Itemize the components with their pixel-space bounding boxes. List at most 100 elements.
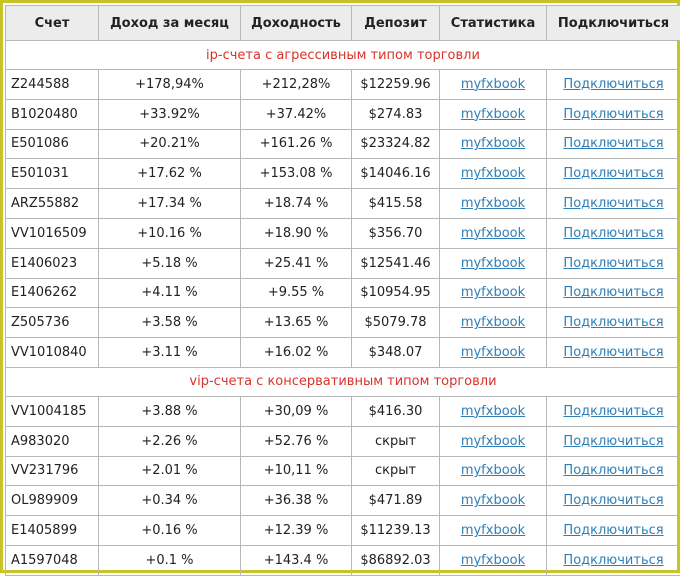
connect-link-cell: Подключиться (547, 486, 680, 516)
account-cell: E501031 (6, 159, 99, 189)
yield-cell: +153.08 % (241, 159, 352, 189)
monthly-income-cell: +178,94% (99, 70, 241, 100)
deposit-cell: скрыт (352, 426, 440, 456)
connect-link[interactable]: Подключиться (563, 196, 663, 211)
header-account: Счет (6, 6, 99, 41)
deposit-cell: $11239.13 (352, 516, 440, 546)
yield-cell: +16.02 % (241, 338, 352, 368)
connect-link-cell: Подключиться (547, 159, 680, 189)
monthly-income-cell: +10.16 % (99, 218, 241, 248)
yield-cell: +18.90 % (241, 218, 352, 248)
connect-link-cell: Подключиться (547, 70, 680, 100)
connect-link[interactable]: Подключиться (563, 77, 663, 92)
myfxbook-link[interactable]: myfxbook (461, 77, 525, 92)
myfxbook-link-cell: myfxbook (440, 248, 547, 278)
deposit-cell: $415.58 (352, 189, 440, 219)
connect-link[interactable]: Подключиться (563, 523, 663, 538)
account-cell: E1406262 (6, 278, 99, 308)
myfxbook-link-cell: myfxbook (440, 159, 547, 189)
account-cell: E501086 (6, 129, 99, 159)
myfxbook-link[interactable]: myfxbook (461, 256, 525, 271)
connect-link-cell: Подключиться (547, 129, 680, 159)
myfxbook-link[interactable]: myfxbook (461, 315, 525, 330)
group-title: ip-счета с агрессивным типом торговли (6, 41, 680, 70)
monthly-income-cell: +20.21% (99, 129, 241, 159)
connect-link-cell: Подключиться (547, 545, 680, 575)
group-title: vip-счета с консервативным типом торговл… (6, 367, 680, 396)
yield-cell: +12.39 % (241, 516, 352, 546)
connect-link[interactable]: Подключиться (563, 493, 663, 508)
myfxbook-link[interactable]: myfxbook (461, 463, 525, 478)
connect-link[interactable]: Подключиться (563, 463, 663, 478)
yield-cell: +13.65 % (241, 308, 352, 338)
myfxbook-link-cell: myfxbook (440, 338, 547, 368)
monthly-income-cell: +0.1 % (99, 545, 241, 575)
table-row: Z505736+3.58 %+13.65 %$5079.78 myfxbook По… (6, 308, 680, 338)
connect-link-cell: Подключиться (547, 338, 680, 368)
account-cell: E1406023 (6, 248, 99, 278)
yield-cell: +161.26 % (241, 129, 352, 159)
myfxbook-link[interactable]: myfxbook (461, 166, 525, 181)
myfxbook-link[interactable]: myfxbook (461, 196, 525, 211)
myfxbook-link[interactable]: myfxbook (461, 404, 525, 419)
connect-link[interactable]: Подключиться (563, 256, 663, 271)
connect-link[interactable]: Подключиться (563, 166, 663, 181)
yield-cell: +212,28% (241, 70, 352, 100)
myfxbook-link[interactable]: myfxbook (461, 226, 525, 241)
connect-link-cell: Подключиться (547, 308, 680, 338)
myfxbook-link-cell: myfxbook (440, 218, 547, 248)
myfxbook-link-cell: myfxbook (440, 308, 547, 338)
myfxbook-link[interactable]: myfxbook (461, 107, 525, 122)
myfxbook-link[interactable]: myfxbook (461, 553, 525, 568)
connect-link[interactable]: Подключиться (563, 553, 663, 568)
myfxbook-link-cell: myfxbook (440, 516, 547, 546)
account-cell: VV1016509 (6, 218, 99, 248)
account-cell: A983020 (6, 426, 99, 456)
header-monthly-income: Доход за месяц (99, 6, 241, 41)
connect-link[interactable]: Подключиться (563, 404, 663, 419)
connect-link[interactable]: Подключиться (563, 226, 663, 241)
deposit-cell: $416.30 (352, 396, 440, 426)
connect-link[interactable]: Подключиться (563, 285, 663, 300)
yield-cell: +18.74 % (241, 189, 352, 219)
connect-link[interactable]: Подключиться (563, 345, 663, 360)
myfxbook-link-cell: myfxbook (440, 278, 547, 308)
monthly-income-cell: +3.58 % (99, 308, 241, 338)
connect-link[interactable]: Подключиться (563, 434, 663, 449)
myfxbook-link[interactable]: myfxbook (461, 493, 525, 508)
myfxbook-link[interactable]: myfxbook (461, 434, 525, 449)
monthly-income-cell: +17.34 % (99, 189, 241, 219)
deposit-cell: $356.70 (352, 218, 440, 248)
deposit-cell: $274.83 (352, 99, 440, 129)
yield-cell: +25.41 % (241, 248, 352, 278)
yield-cell: +30,09 % (241, 396, 352, 426)
connect-link[interactable]: Подключиться (563, 107, 663, 122)
account-cell: OL989909 (6, 486, 99, 516)
connect-link[interactable]: Подключиться (563, 315, 663, 330)
connect-link-cell: Подключиться (547, 248, 680, 278)
myfxbook-link[interactable]: myfxbook (461, 523, 525, 538)
myfxbook-link-cell: myfxbook (440, 189, 547, 219)
group-header-row: ip-счета с агрессивным типом торговли (6, 41, 680, 70)
connect-link-cell: Подключиться (547, 456, 680, 486)
monthly-income-cell: +3.11 % (99, 338, 241, 368)
connect-link[interactable]: Подключиться (563, 136, 663, 151)
myfxbook-link[interactable]: myfxbook (461, 136, 525, 151)
deposit-cell: $5079.78 (352, 308, 440, 338)
myfxbook-link[interactable]: myfxbook (461, 285, 525, 300)
myfxbook-link[interactable]: myfxbook (461, 345, 525, 360)
monthly-income-cell: +2.26 % (99, 426, 241, 456)
header-deposit: Депозит (352, 6, 440, 41)
myfxbook-link-cell: myfxbook (440, 545, 547, 575)
account-cell: Z505736 (6, 308, 99, 338)
